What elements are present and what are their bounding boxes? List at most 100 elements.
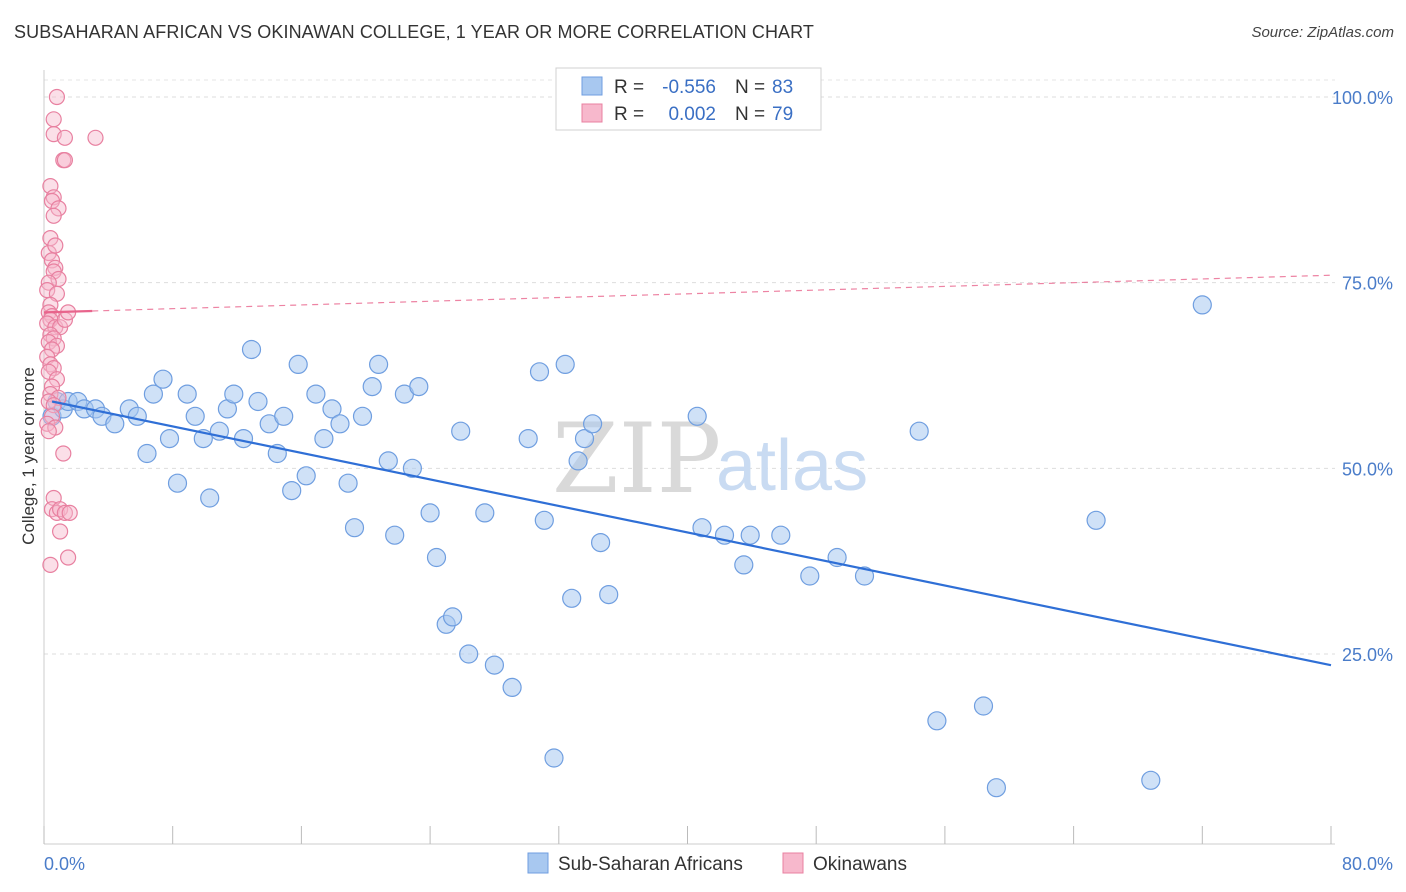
blue-point — [306, 384, 326, 404]
legend-swatch-blue — [581, 76, 603, 96]
blue-point — [409, 377, 429, 397]
legend-swatch-pink — [581, 103, 603, 123]
y-tick-label: 50.0% — [1342, 459, 1393, 479]
pink-point — [45, 111, 62, 128]
blue-point — [167, 473, 188, 493]
y-tick-label: 100.0% — [1332, 88, 1393, 108]
blue-point — [544, 748, 564, 768]
pink-point — [45, 207, 62, 224]
blue-point — [274, 406, 294, 426]
blue-point — [927, 711, 947, 731]
blue-point — [590, 532, 611, 553]
chart-title: SUBSAHARAN AFRICAN VS OKINAWAN COLLEGE, … — [14, 22, 815, 42]
blue-point — [599, 584, 619, 605]
legend-r-label-0: R = — [614, 77, 644, 98]
pink-point — [56, 504, 74, 522]
blue-point — [1086, 510, 1106, 530]
blue-point — [568, 451, 588, 471]
y-tick-label: 75.0% — [1342, 274, 1393, 294]
blue-point — [296, 466, 316, 486]
legend-r-label-1: R = — [614, 104, 644, 125]
blue-point — [224, 384, 244, 404]
blue-point — [177, 384, 197, 404]
blue-point — [800, 566, 820, 586]
blue-point — [362, 377, 382, 397]
blue-point — [534, 510, 554, 530]
gridlines — [44, 79, 1335, 655]
blue-point — [854, 566, 875, 586]
blue-point — [385, 525, 405, 545]
blue-point — [986, 778, 1007, 798]
trend-lines — [43, 274, 1332, 667]
blue-point — [909, 421, 929, 441]
x-tick-label-max: 80.0% — [1342, 854, 1393, 874]
blue-point — [420, 503, 440, 523]
series-sub-saharan-africans — [42, 295, 1212, 798]
pink-point — [56, 152, 74, 169]
bottom-legend-label-1: Okinawans — [813, 854, 907, 875]
bottom-legend-swatch-pink — [782, 852, 804, 874]
trend-line-okinawans-solid — [43, 309, 93, 314]
pink-point — [42, 556, 59, 574]
axes — [43, 70, 1335, 845]
blue-point — [248, 391, 268, 412]
blue-point — [105, 414, 125, 434]
trend-line-sub-saharan-africans — [51, 400, 1332, 667]
pink-point — [47, 237, 64, 254]
blue-point — [771, 525, 791, 545]
blue-point — [322, 399, 342, 419]
blue-point — [529, 362, 550, 382]
y-tick-label: 25.0% — [1342, 645, 1393, 665]
x-tick-label-min: 0.0% — [44, 854, 85, 874]
bottom-legend-label-0: Sub-Saharan Africans — [558, 854, 743, 875]
blue-point — [459, 644, 479, 664]
blue-point — [288, 354, 308, 374]
blue-point — [451, 421, 471, 441]
blue-point — [692, 518, 712, 538]
blue-point — [314, 429, 334, 449]
blue-point — [734, 555, 754, 575]
blue-point — [443, 607, 463, 627]
legend-r-value-0: -0.556 — [662, 77, 716, 98]
blue-point — [518, 429, 538, 449]
bottom-legend-swatch-blue — [527, 852, 549, 874]
blue-point — [973, 696, 994, 716]
pink-point — [61, 504, 78, 522]
source-label: Source: ZipAtlas.com — [1251, 24, 1394, 41]
blue-point — [574, 429, 595, 449]
blue-point — [1141, 770, 1161, 790]
blue-point — [143, 384, 163, 404]
blue-point — [740, 525, 760, 545]
pink-point — [40, 423, 57, 440]
pink-point — [59, 549, 77, 566]
x-tick-labels: 0.0% 80.0% — [44, 854, 1393, 874]
blue-point — [330, 414, 350, 434]
blue-point — [352, 406, 373, 426]
blue-point — [502, 677, 522, 698]
blue-point — [185, 406, 205, 426]
blue-point — [338, 473, 358, 493]
blue-point — [200, 488, 220, 508]
legend-r-value-1: 0.002 — [668, 104, 716, 125]
blue-point — [475, 503, 495, 523]
blue-point — [555, 354, 575, 374]
watermark-atlas: atlas — [716, 426, 868, 506]
pink-point — [56, 129, 74, 146]
pink-point — [48, 88, 66, 106]
blue-point — [159, 429, 180, 449]
blue-point — [282, 481, 302, 501]
legend-n-label-0: N = — [735, 77, 765, 98]
blue-point — [378, 451, 398, 471]
legend-n-label-1: N = — [735, 104, 765, 125]
series-okinawans — [39, 88, 104, 574]
blue-point — [344, 518, 365, 538]
blue-point — [241, 339, 262, 360]
legend-n-value-0: 83 — [772, 77, 793, 98]
blue-point — [127, 406, 147, 426]
y-axis-label: College, 1 year or more — [19, 367, 38, 545]
pink-point — [87, 129, 104, 146]
blue-point — [484, 655, 504, 675]
blue-point — [562, 588, 582, 608]
y-tick-labels: 25.0% 50.0% 75.0% 100.0% — [1332, 88, 1393, 665]
